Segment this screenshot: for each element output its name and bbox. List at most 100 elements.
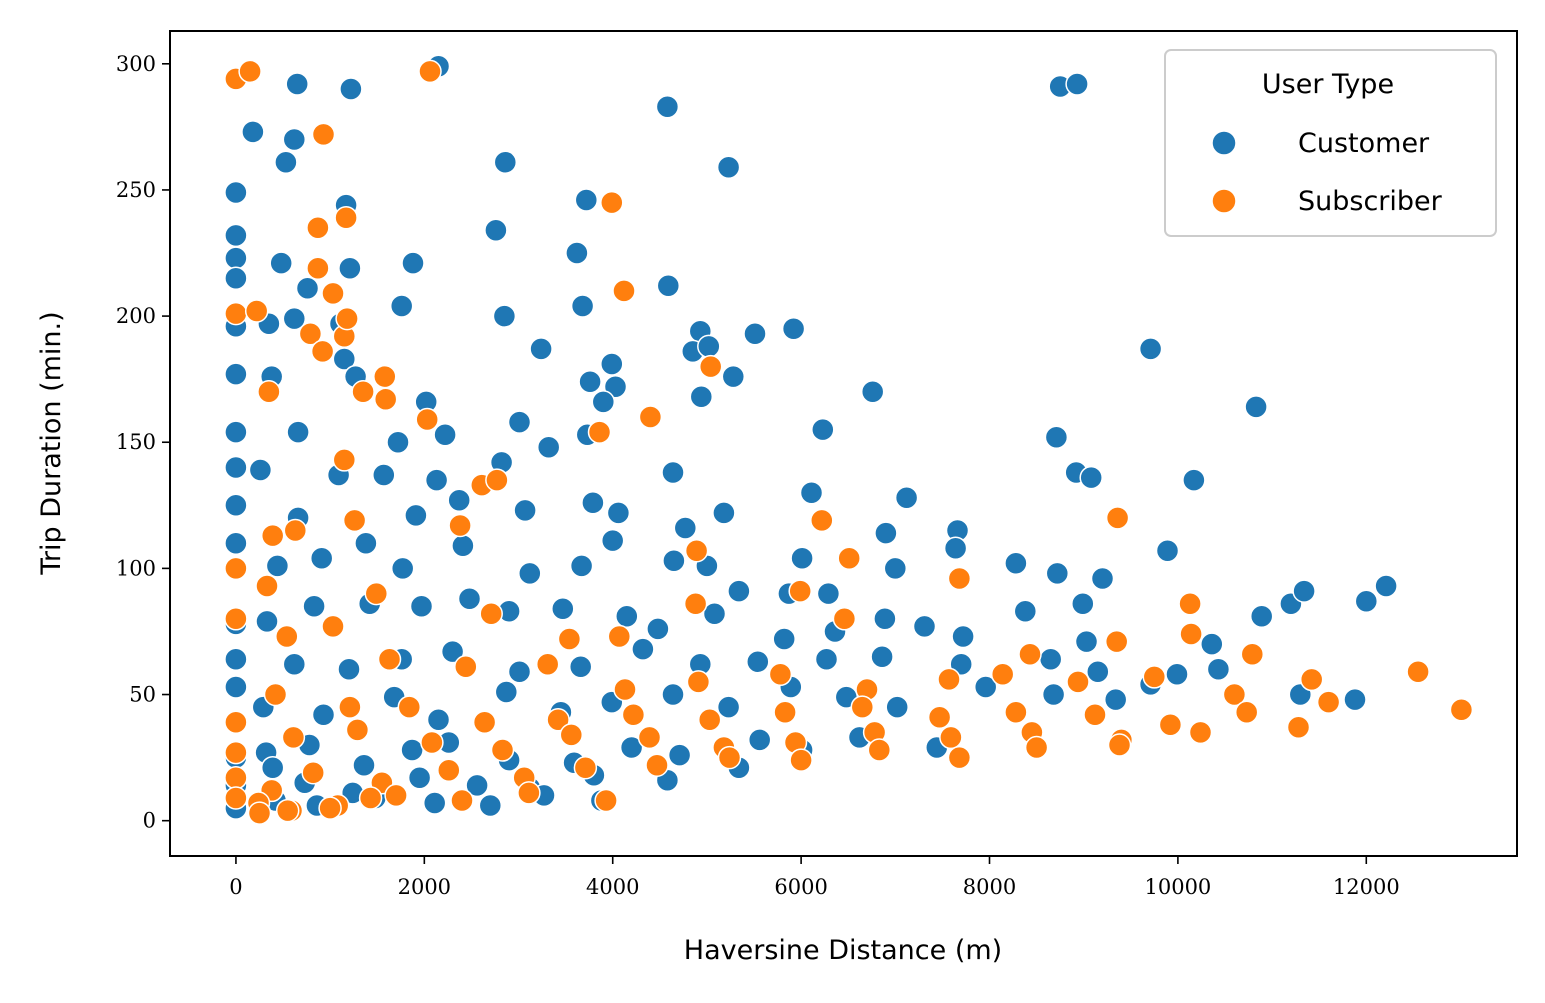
- point-subscriber: [342, 508, 367, 533]
- point-subscriber: [418, 59, 442, 84]
- y-axis-ticks: 0 50 100 150 200 250 300: [116, 52, 170, 833]
- point-customer: [478, 793, 503, 818]
- point-subscriber: [275, 624, 299, 649]
- y-axis-title: Trip Duration (min.): [36, 311, 67, 575]
- point-customer: [1090, 566, 1115, 591]
- x-tick-label: 0: [229, 875, 242, 899]
- point-customer: [494, 680, 519, 704]
- point-customer: [422, 791, 447, 815]
- point-customer: [493, 150, 518, 174]
- point-subscriber: [224, 740, 248, 765]
- point-subscriber: [684, 538, 709, 563]
- x-tick-label: 8000: [963, 875, 1016, 899]
- point-customer: [799, 480, 824, 505]
- point-customer: [661, 682, 685, 707]
- point-customer: [224, 493, 248, 518]
- point-subscriber: [373, 364, 397, 389]
- point-customer: [274, 150, 298, 174]
- point-subscriber: [768, 662, 793, 687]
- point-subscriber: [947, 566, 972, 591]
- point-customer: [407, 766, 432, 790]
- point-customer: [513, 498, 537, 523]
- point-subscriber: [850, 695, 875, 719]
- point-customer: [286, 420, 310, 444]
- point-customer: [603, 374, 628, 399]
- point-customer: [1249, 604, 1274, 629]
- point-subscriber: [358, 786, 383, 810]
- point-customer: [451, 533, 475, 558]
- point-subscriber: [717, 745, 742, 770]
- point-customer: [716, 155, 741, 179]
- point-customer: [1074, 629, 1099, 654]
- point-subscriber: [338, 695, 362, 719]
- point-subscriber: [535, 652, 560, 677]
- point-subscriber: [257, 380, 281, 404]
- point-subscriber: [612, 279, 636, 303]
- point-subscriber: [788, 579, 812, 603]
- point-customer: [570, 294, 595, 318]
- point-subscriber: [310, 339, 335, 364]
- point-subscriber: [613, 677, 637, 702]
- point-subscriber: [420, 730, 444, 755]
- point-customer: [860, 380, 885, 404]
- point-customer: [655, 94, 680, 119]
- point-subscriber: [224, 301, 248, 326]
- point-customer: [518, 561, 542, 586]
- point-subscriber: [645, 753, 669, 777]
- point-subscriber: [1234, 700, 1259, 724]
- point-customer: [943, 536, 968, 560]
- point-subscriber: [318, 796, 342, 820]
- point-customer: [269, 251, 293, 275]
- point-subscriber: [479, 602, 503, 626]
- point-subscriber: [224, 607, 248, 631]
- point-customer: [689, 385, 714, 409]
- legend-marker-subscriber: [1211, 188, 1237, 214]
- point-customer: [581, 491, 605, 515]
- point-subscriber: [334, 205, 358, 230]
- point-subscriber: [939, 725, 963, 750]
- y-tick-label: 100: [116, 556, 156, 580]
- x-tick-label: 2000: [398, 875, 451, 899]
- point-subscriber: [335, 306, 359, 331]
- point-subscriber: [298, 322, 323, 346]
- point-customer: [1354, 589, 1379, 613]
- point-customer: [1182, 468, 1206, 492]
- point-customer: [656, 274, 681, 298]
- point-subscriber: [321, 281, 345, 306]
- point-subscriber: [450, 788, 474, 813]
- point-customer: [457, 586, 482, 611]
- point-subscriber: [573, 755, 598, 780]
- point-subscriber: [472, 710, 497, 735]
- point-subscriber: [1188, 720, 1213, 745]
- point-customer: [702, 602, 727, 626]
- point-customer: [951, 624, 975, 649]
- point-subscriber: [557, 627, 582, 651]
- point-customer: [697, 334, 721, 359]
- point-subscriber: [377, 647, 402, 671]
- point-subscriber: [559, 723, 584, 747]
- x-tick-label: 6000: [774, 875, 827, 899]
- point-customer: [255, 609, 279, 634]
- x-tick-label: 4000: [586, 875, 639, 899]
- point-customer: [224, 180, 248, 205]
- point-customer: [743, 322, 767, 346]
- point-subscriber: [345, 718, 370, 742]
- point-customer: [265, 554, 290, 578]
- point-customer: [282, 652, 307, 677]
- point-customer: [260, 755, 285, 780]
- point-customer: [309, 546, 334, 571]
- point-customer: [1206, 657, 1231, 682]
- point-customer: [1138, 337, 1163, 361]
- point-customer: [1045, 561, 1070, 586]
- point-subscriber: [397, 695, 422, 719]
- point-subscriber: [607, 624, 632, 649]
- point-subscriber: [224, 556, 248, 581]
- point-customer: [426, 708, 451, 732]
- point-customer: [339, 77, 363, 101]
- point-subscriber: [306, 216, 330, 240]
- point-customer: [224, 531, 248, 555]
- point-customer: [311, 702, 336, 727]
- point-customer: [224, 420, 248, 444]
- point-customer: [389, 294, 414, 318]
- point-customer: [507, 410, 532, 434]
